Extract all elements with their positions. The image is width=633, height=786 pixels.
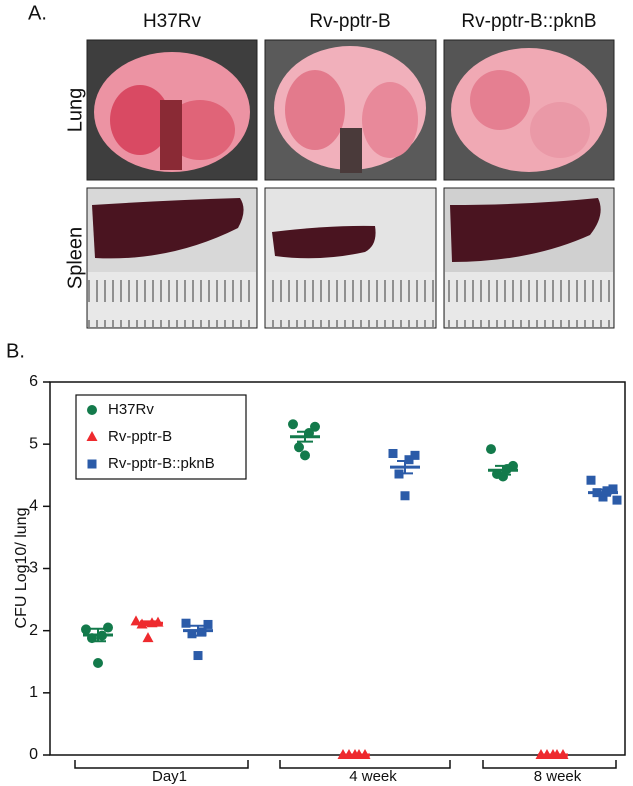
point (612, 495, 622, 505)
x-tick-label: Day1 (152, 768, 187, 785)
point (388, 448, 398, 458)
spleen-photo (264, 187, 437, 329)
legend-label: H37Rv (108, 401, 154, 418)
point (81, 624, 91, 635)
error-bar (140, 620, 156, 627)
x-tick-label: 8 week (534, 768, 582, 785)
point (300, 450, 310, 461)
column-title: Rv-pptr-B::pknB (461, 11, 596, 32)
y-tick-label: 5 (29, 435, 38, 452)
spleen-photo (443, 187, 615, 329)
error-bar (297, 430, 313, 443)
lung-photo (264, 39, 437, 181)
point (142, 632, 154, 643)
point (288, 419, 298, 430)
error-bar (190, 624, 206, 637)
x-tick-label: 4 week (349, 768, 397, 785)
point (598, 492, 608, 502)
y-tick-label: 0 (29, 746, 38, 763)
y-tick-label: 2 (29, 622, 38, 639)
y-tick-label: 3 (29, 560, 38, 577)
legend-label: Rv-pptr-B::pknB (108, 455, 215, 472)
panel-label: A. (28, 2, 47, 24)
point (602, 486, 612, 496)
point (103, 622, 113, 633)
spleen-photo (86, 187, 258, 329)
point (93, 657, 103, 668)
point (486, 444, 496, 455)
column-title: Rv-pptr-B (309, 11, 390, 32)
legend-marker (87, 405, 97, 415)
error-bar (90, 627, 106, 643)
point (181, 618, 191, 628)
category-bracket (279, 760, 451, 769)
point (404, 455, 414, 465)
row-label: Lung (64, 88, 86, 133)
error-bar (595, 488, 611, 497)
point (193, 651, 203, 661)
point (310, 421, 320, 432)
y-tick-label: 1 (29, 684, 38, 701)
lung-photo (86, 39, 258, 181)
legend-label: Rv-pptr-B (108, 428, 172, 445)
panel-a: A. H37Rv Rv-pptr-B Rv-pptr-B::pknB Lung … (28, 2, 615, 329)
y-axis-label: CFU Log10/ lung (13, 508, 30, 629)
category-bracket (74, 760, 249, 769)
legend-box (75, 394, 247, 480)
row-label: Spleen (64, 227, 86, 289)
point (586, 475, 596, 485)
lung-photo (443, 39, 615, 181)
panel-label: B. (6, 340, 25, 362)
error-bar (397, 459, 413, 475)
point (608, 484, 618, 494)
y-tick-label: 4 (29, 498, 38, 515)
point (294, 442, 304, 453)
category-bracket (482, 760, 617, 769)
y-tick-label: 6 (29, 373, 38, 390)
point (187, 629, 197, 639)
point (410, 450, 420, 460)
point (400, 491, 410, 501)
legend-marker (86, 431, 98, 441)
point (203, 619, 213, 629)
column-title: H37Rv (143, 11, 202, 32)
legend-marker (87, 459, 97, 469)
error-bar (495, 464, 511, 476)
